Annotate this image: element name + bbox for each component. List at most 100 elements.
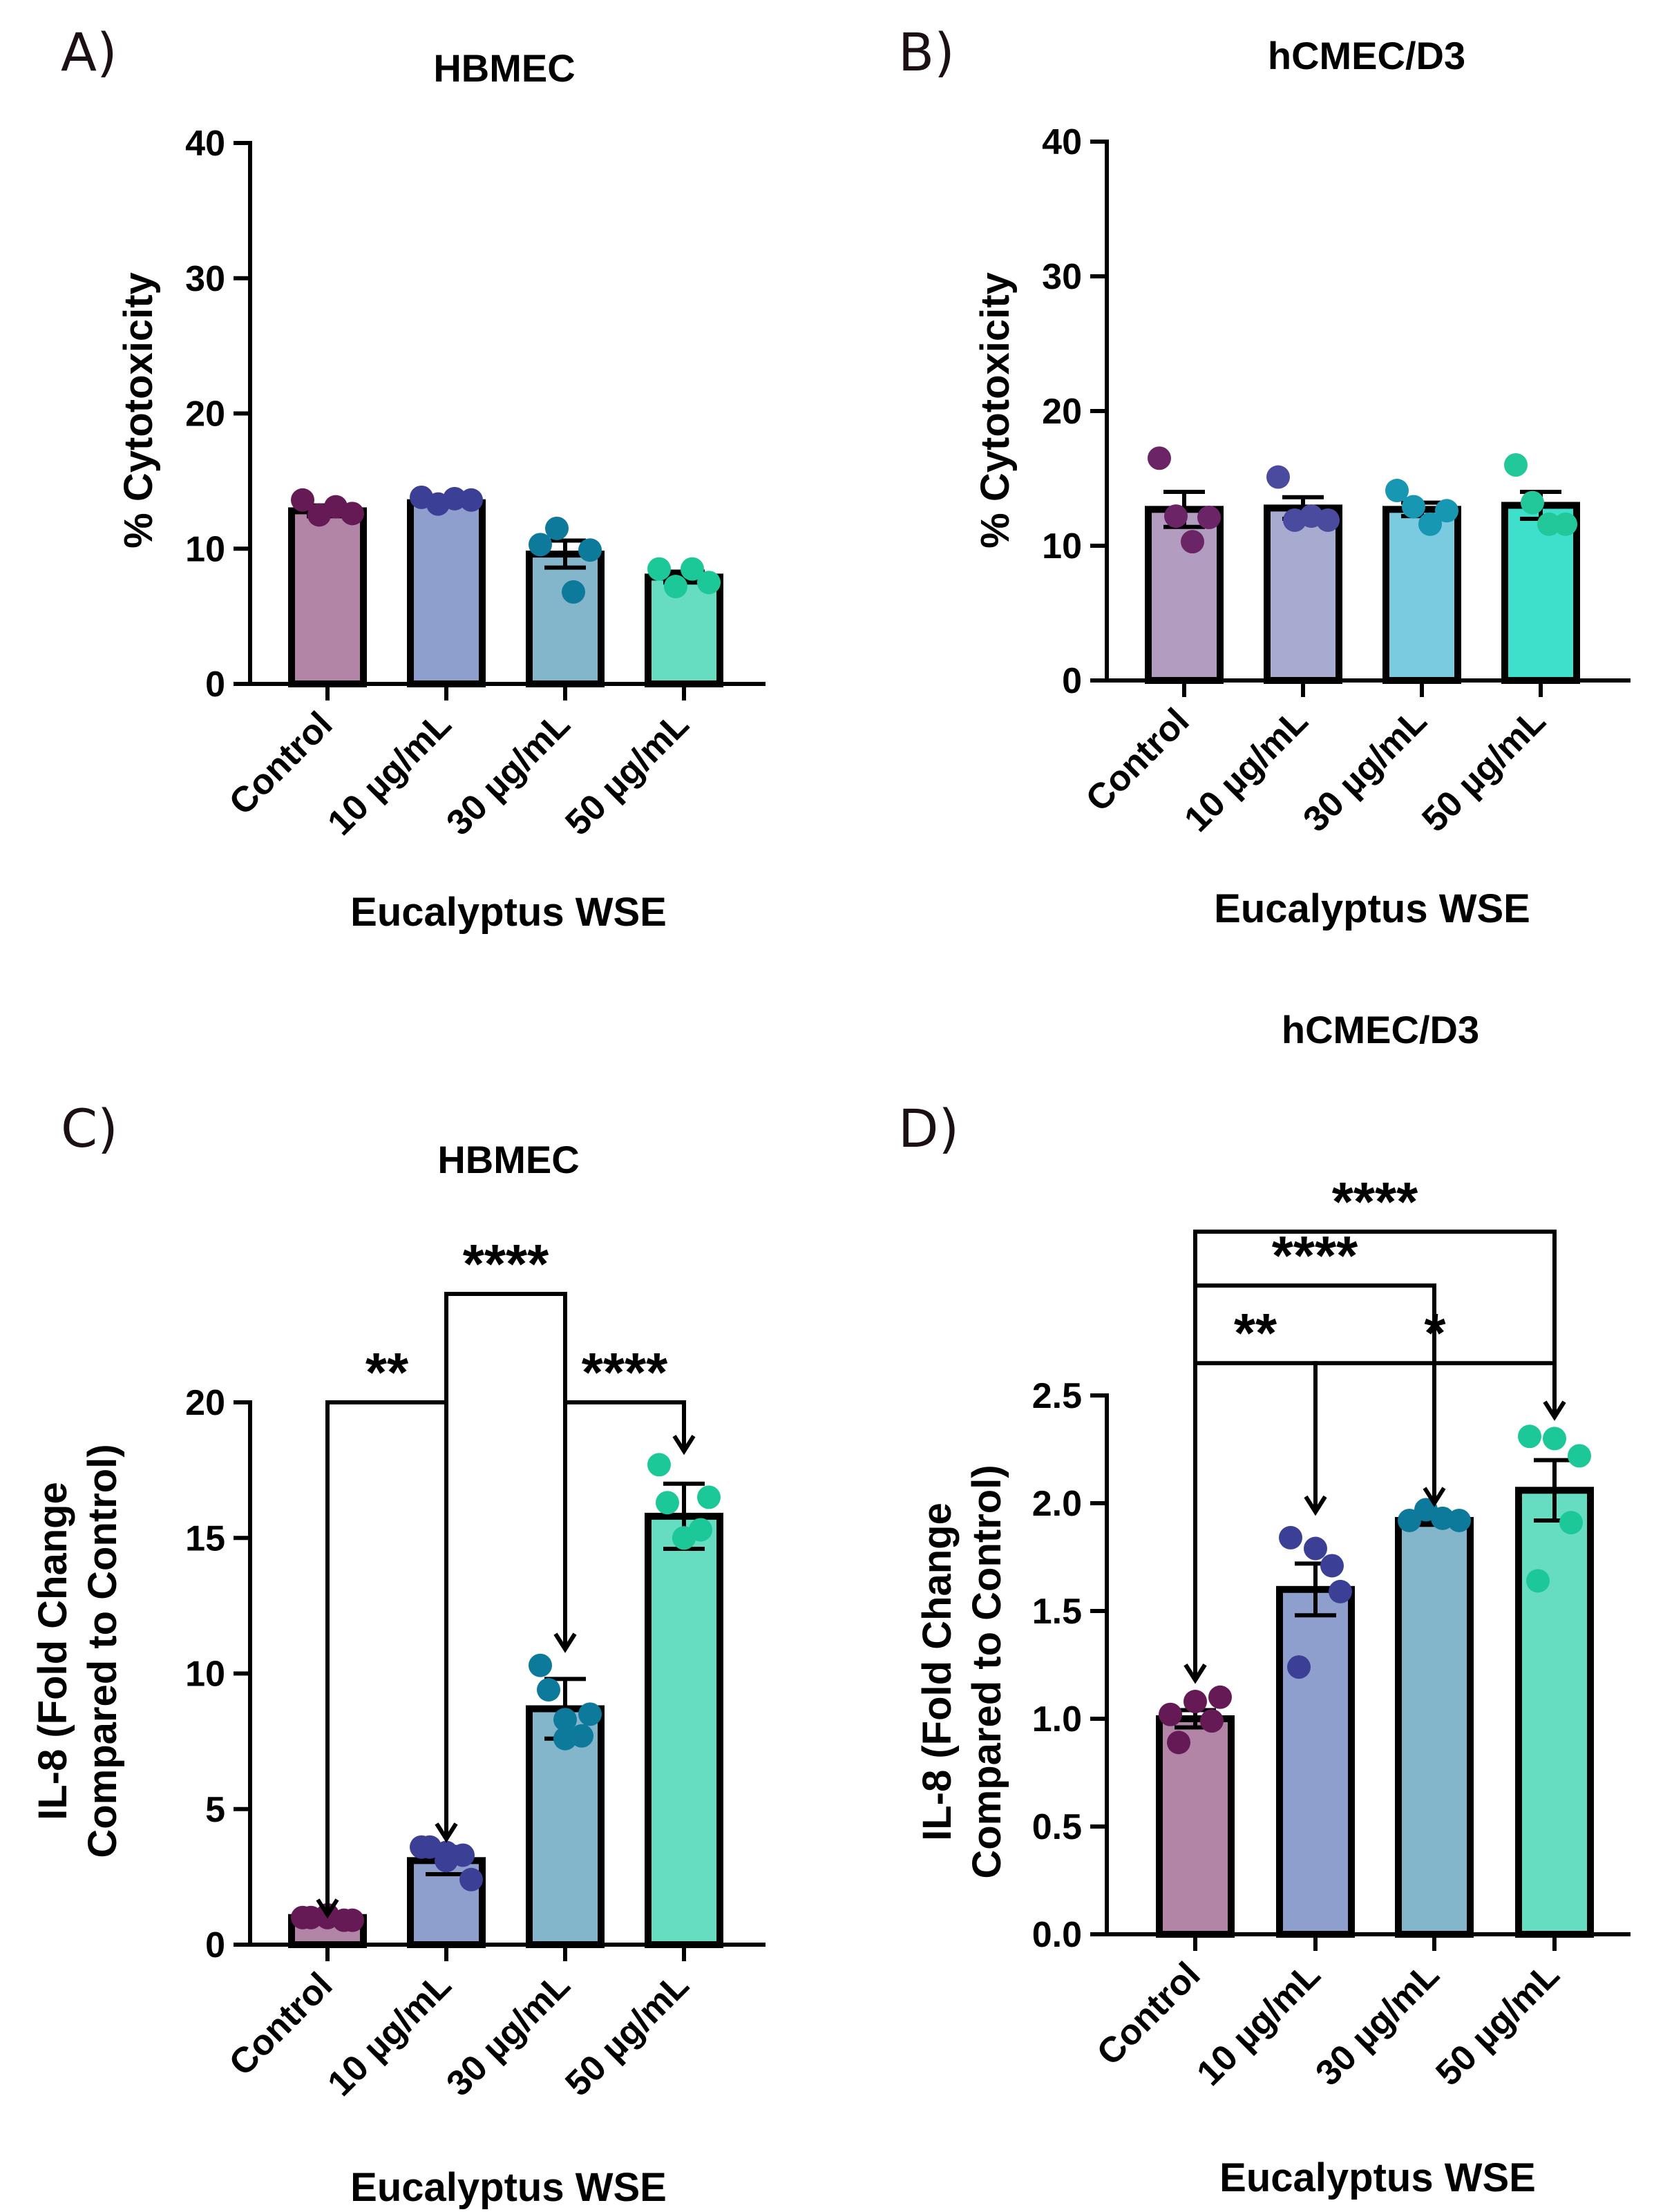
panel-a-bar (407, 499, 486, 687)
panel-d-bar (1156, 1715, 1235, 1938)
panel-d-category-label: Control (1090, 1954, 1208, 2073)
panel-d-significance-label: **** (1332, 1171, 1418, 1232)
panel-a-error-bar (544, 538, 586, 570)
panel-a-y-tick-label: 0 (205, 665, 225, 705)
panel-d-significance-bracket: **** (1184, 1171, 1566, 1684)
panel-a-y-tick-label: 20 (185, 394, 225, 435)
panel-c-data-point (299, 1905, 323, 1929)
panel-d-data-point (1167, 1730, 1190, 1755)
panel-d-title: hCMEC/D3 (1282, 1008, 1479, 1051)
panel-d-y-tick-label: 0.5 (1032, 1807, 1082, 1847)
panel-c-significance-label: ** (365, 1342, 409, 1403)
panel-b-y-label: % Cytotoxicity (973, 272, 1018, 549)
panel-d-data-point (1287, 1655, 1311, 1679)
panel-c: C) HBMEC Eucalyptus WSE IL-8 (Fold Chang… (30, 1098, 766, 2210)
panel-c-y-label-line-1: IL-8 (Fold Change (30, 1482, 75, 1820)
panel-a-data-point (291, 488, 314, 512)
panel-b-bar (1382, 506, 1461, 684)
panel-d-data-point (1568, 1444, 1591, 1468)
panel-c-data-point (418, 1835, 441, 1859)
panel-d-bar (1395, 1516, 1474, 1938)
panel-d-data-point (1543, 1427, 1566, 1451)
panel-d-significance-label: **** (1272, 1225, 1358, 1286)
panel-b-data-point (1521, 490, 1544, 515)
panel-a-data-point (697, 571, 721, 595)
panel-b-y-tick-label: 30 (1042, 257, 1082, 297)
panel-b-y-tick-label: 40 (1042, 122, 1082, 162)
panel-b-data-point (1385, 479, 1409, 503)
panel-a-data-point (664, 575, 687, 599)
panel-c-significance-label: **** (582, 1342, 668, 1403)
panel-b-category-label: 50 µg/mL (1414, 700, 1553, 839)
panel-d-data-point (1279, 1525, 1302, 1550)
panel-c-category-label: 30 µg/mL (439, 1965, 578, 2104)
panel-a-data-point (459, 488, 483, 512)
panel-d-data-point (1398, 1508, 1421, 1532)
panel-d-y-tick-label: 2.0 (1032, 1484, 1082, 1524)
panel-c-y-tick-label: 0 (205, 1925, 225, 1965)
panel-b-data-point (1148, 446, 1171, 470)
panel-c-x-label: Eucalyptus WSE (350, 2165, 667, 2210)
panel-a-category-label: 10 µg/mL (320, 704, 459, 843)
panel-d-data-point (1320, 1554, 1344, 1578)
panel-d-category-label: 30 µg/mL (1308, 1954, 1447, 2093)
panel-d-significance-label: ** (1234, 1302, 1277, 1364)
panel-d-significance-label: * (1424, 1302, 1446, 1364)
panel-a-x-label: Eucalyptus WSE (350, 890, 667, 935)
panel-d-significance-bracket: * (1304, 1302, 1566, 1516)
panel-c-significance-bracket: **** (553, 1342, 696, 1653)
panel-b-category-label: 10 µg/mL (1177, 700, 1315, 839)
panel-d-data-point (1559, 1511, 1583, 1535)
panel-b-data-point (1435, 499, 1458, 523)
panel-a-data-point (545, 516, 569, 540)
panel-d-y-tick-label: 2.5 (1032, 1376, 1082, 1416)
panel-a-y-tick-label: 10 (185, 529, 225, 569)
panel-b-y-tick-label: 10 (1042, 526, 1082, 566)
panel-d-data-point (1184, 1690, 1207, 1714)
panel-c-category-label: 10 µg/mL (320, 1965, 459, 2104)
panel-d-data-point (1208, 1685, 1232, 1709)
panel-c-data-point (435, 1849, 458, 1873)
panel-a-data-point (562, 580, 585, 604)
panel-a-y-tick-label: 30 (185, 259, 225, 299)
panel-c-data-point (459, 1867, 483, 1891)
panel-c-y-tick-label: 10 (185, 1655, 225, 1695)
panel-b-category-label: 30 µg/mL (1295, 700, 1434, 839)
panel-c-data-point (672, 1526, 696, 1550)
panel-a-y-label: % Cytotoxicity (116, 272, 161, 549)
panel-c-data-point (647, 1453, 671, 1477)
panel-c-y-label-line-2: Compared to Control) (80, 1444, 125, 1858)
panel-a-data-point (681, 557, 704, 581)
panel-b-data-point (1164, 504, 1188, 528)
panel-a-bar (526, 551, 605, 688)
panel-d-data-point (1329, 1579, 1352, 1603)
panel-d-y-label: IL-8 (Fold Change Compared to Control) (915, 1465, 1009, 1878)
panel-b: B) hCMEC/D3 Eucalyptus WSE % Cytotoxicit… (898, 21, 1631, 931)
panel-c-data-point (570, 1724, 593, 1748)
panel-b-y-tick-label: 20 (1042, 392, 1082, 432)
panel-a-data-point (647, 557, 671, 581)
panel-d-x-label: Eucalyptus WSE (1219, 2155, 1536, 2200)
panel-c-significance-bracket: ** (316, 1342, 458, 1919)
panel-c-letter: C) (61, 1098, 118, 1159)
panel-b-data-point (1537, 512, 1561, 536)
panel-a: A) HBMEC Eucalyptus WSE % Cytotoxicity 0… (61, 21, 766, 935)
panel-c-category-label: 50 µg/mL (558, 1965, 696, 2104)
panel-c-category-label: Control (222, 1965, 341, 2084)
panel-c-data-point (537, 1678, 560, 1702)
panel-a-data-point (341, 502, 364, 526)
panel-a-y-tick-label: 40 (185, 124, 225, 164)
panel-c-y-tick-label: 15 (185, 1518, 225, 1558)
panel-b-bar (1264, 504, 1342, 685)
panel-d-data-point (1200, 1709, 1224, 1733)
panel-d-bar (1276, 1585, 1355, 1938)
panel-d-data-point (1518, 1424, 1541, 1449)
panel-a-data-point (529, 533, 552, 557)
panel-b-data-point (1402, 495, 1425, 519)
panel-c-y-tick-label: 5 (205, 1790, 225, 1830)
panel-a-bar (288, 507, 367, 687)
panel-b-category-label: Control (1078, 700, 1197, 819)
panel-a-category-label: Control (222, 704, 341, 823)
panel-d-data-point (1304, 1536, 1327, 1561)
